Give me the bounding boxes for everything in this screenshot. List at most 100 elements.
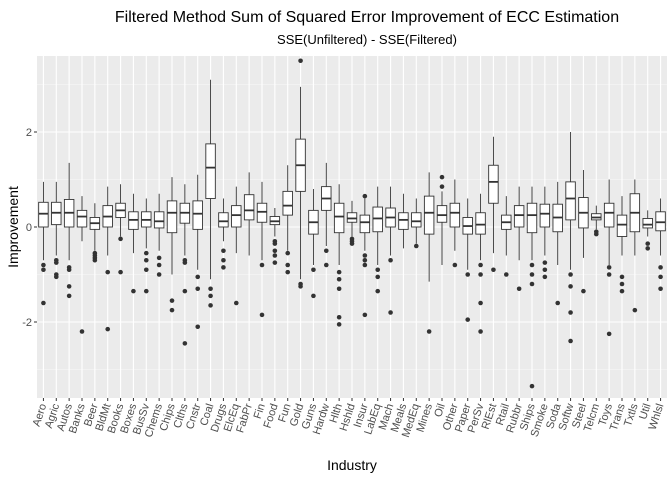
box-txtls bbox=[629, 179, 641, 313]
outlier-point bbox=[221, 265, 226, 270]
outlier-point bbox=[606, 272, 612, 277]
box-books bbox=[115, 184, 126, 275]
box-iqr bbox=[642, 217, 653, 229]
box-guns bbox=[308, 189, 319, 299]
box-elceq bbox=[231, 186, 242, 306]
x-tick-label: Util bbox=[637, 402, 653, 421]
outlier-point bbox=[632, 307, 638, 313]
outlier-point bbox=[529, 262, 535, 268]
box-autos bbox=[63, 162, 75, 299]
outlier-point bbox=[491, 267, 496, 273]
box-hardw bbox=[321, 162, 332, 268]
box-meals bbox=[398, 193, 409, 249]
outlier-point bbox=[336, 286, 342, 292]
box-steel bbox=[578, 170, 589, 294]
box-iqr bbox=[205, 143, 216, 199]
box-iqr bbox=[539, 203, 551, 228]
outlier-point bbox=[336, 322, 342, 327]
box-hlth bbox=[333, 184, 345, 327]
box-fin bbox=[256, 181, 268, 318]
outlier-point bbox=[311, 267, 316, 273]
box-iqr bbox=[616, 214, 628, 237]
outlier-point bbox=[272, 260, 278, 265]
box-cnstr bbox=[192, 174, 203, 330]
box-rtail bbox=[501, 196, 512, 277]
outlier-point bbox=[568, 338, 573, 344]
box-banks bbox=[76, 196, 88, 334]
x-tick-label: Hlth bbox=[328, 402, 345, 424]
outlier-point bbox=[105, 269, 111, 275]
box-chips bbox=[166, 177, 178, 313]
x-axis: AeroAgricAutosBanksBeerBldMtBooksBoxesBu… bbox=[31, 398, 666, 439]
outlier-point bbox=[259, 262, 265, 268]
outlier-point bbox=[336, 276, 342, 282]
box-toys bbox=[603, 179, 615, 337]
outlier-point bbox=[182, 260, 188, 265]
box-telcm bbox=[591, 205, 602, 237]
box-iqr bbox=[603, 202, 615, 228]
outlier-point bbox=[516, 286, 522, 292]
box-iqr bbox=[243, 194, 255, 221]
outlier-point bbox=[452, 262, 458, 268]
x-tick-label: Fin bbox=[252, 402, 268, 420]
outlier-point bbox=[375, 267, 381, 273]
box-drugs bbox=[218, 198, 229, 270]
outlier-point bbox=[658, 265, 663, 270]
outlier-point bbox=[439, 184, 445, 189]
y-tick-label: -2 bbox=[22, 317, 32, 329]
outlier-point bbox=[208, 303, 213, 308]
outlier-point bbox=[208, 286, 213, 292]
y-axis-title: Improvement bbox=[5, 186, 21, 268]
outlier-point bbox=[542, 260, 548, 265]
y-tick-label: 2 bbox=[26, 127, 32, 139]
outlier-point bbox=[118, 236, 123, 242]
box-util bbox=[642, 210, 653, 251]
outlier-point bbox=[92, 257, 98, 263]
outlier-point bbox=[375, 288, 381, 294]
box-fun bbox=[282, 165, 293, 275]
box-coal bbox=[205, 79, 216, 308]
outlier-point bbox=[131, 288, 136, 294]
outlier-point bbox=[285, 262, 291, 268]
outlier-point bbox=[41, 262, 46, 268]
outlier-point bbox=[272, 248, 278, 254]
outlier-point bbox=[221, 248, 226, 254]
outlier-point bbox=[568, 284, 573, 289]
boxes-layer bbox=[38, 58, 666, 389]
box-oil bbox=[436, 174, 448, 265]
outlier-point bbox=[323, 248, 329, 254]
box-hshld bbox=[346, 200, 358, 246]
box-iqr bbox=[153, 211, 165, 229]
box-rubbr bbox=[513, 186, 525, 292]
outlier-point bbox=[645, 246, 651, 251]
outlier-point bbox=[529, 272, 535, 277]
box-iqr bbox=[398, 212, 409, 230]
outlier-point bbox=[555, 300, 561, 306]
outlier-point bbox=[66, 267, 72, 273]
outlier-point bbox=[233, 300, 239, 306]
box-persv bbox=[475, 193, 486, 334]
outlier-point bbox=[568, 272, 573, 277]
box-iqr bbox=[333, 202, 345, 234]
box-aero bbox=[38, 181, 49, 306]
outlier-point bbox=[658, 286, 663, 292]
outlier-point bbox=[478, 329, 483, 334]
outlier-point bbox=[658, 274, 663, 280]
box-iqr bbox=[565, 181, 576, 221]
outlier-point bbox=[349, 241, 355, 246]
outlier-point bbox=[362, 193, 368, 199]
outlier-point bbox=[105, 326, 111, 332]
y-tick-label: 0 bbox=[26, 222, 32, 234]
outlier-point bbox=[619, 281, 625, 287]
outlier-point bbox=[426, 329, 432, 334]
box-iqr bbox=[372, 206, 383, 233]
outlier-point bbox=[221, 257, 226, 263]
box-beer bbox=[89, 203, 101, 263]
outlier-point bbox=[529, 281, 535, 287]
box-iqr bbox=[526, 202, 538, 234]
outlier-point bbox=[169, 307, 175, 313]
outlier-point bbox=[285, 250, 291, 256]
outlier-point bbox=[272, 253, 278, 258]
box-agric bbox=[51, 181, 62, 280]
